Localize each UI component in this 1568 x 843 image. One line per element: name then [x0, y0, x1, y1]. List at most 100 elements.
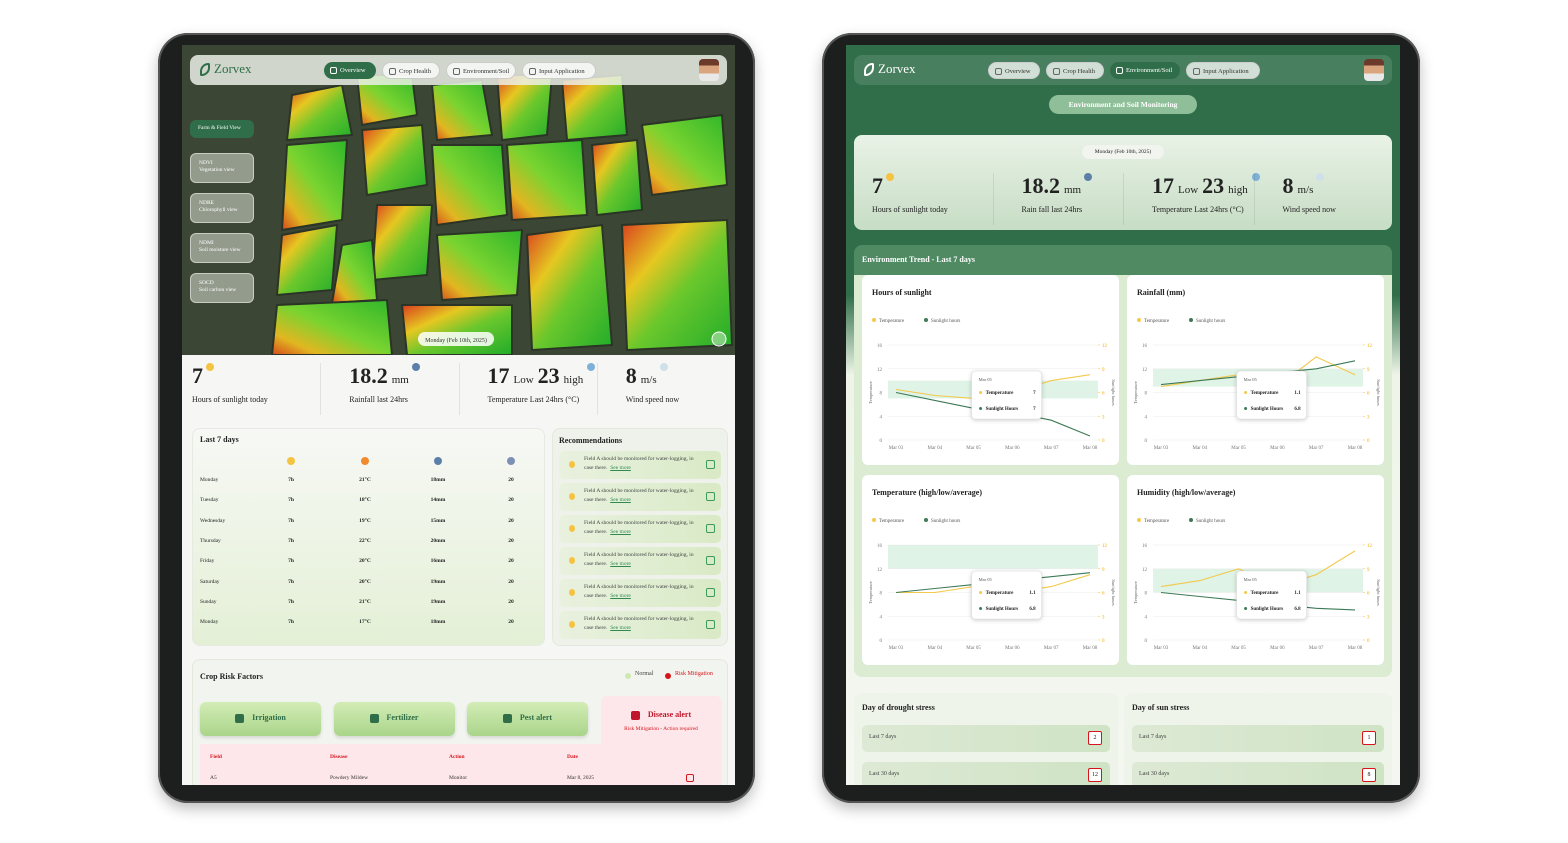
stat-value: 18.2	[349, 363, 388, 388]
map-layer-subtitle: Soil moisture view	[199, 247, 241, 254]
tooltip: Mar 05 Temperature 7 Sunlight Hours 7	[971, 370, 1042, 420]
legend-dot	[1137, 318, 1141, 322]
nav-button[interactable]: Environment/Soil	[446, 62, 516, 79]
stress-panel: Day of sun stress Last 7 days 1 Last 30 day…	[1124, 693, 1392, 785]
day-value: 16mm	[430, 558, 446, 565]
expand-icon[interactable]	[706, 620, 715, 629]
tooltip-dot	[979, 607, 983, 610]
field-map[interactable]: Monday (Feb 10th, 2025)	[182, 45, 735, 355]
recommendation-item: Field A should be monitored for water-lo…	[559, 547, 721, 575]
x-tick-label: Mar 06	[1270, 646, 1285, 651]
row-action[interactable]	[686, 774, 694, 782]
map-layer-button[interactable]: Farm & Field View	[190, 120, 254, 138]
day-label: Friday	[200, 558, 215, 565]
stat-value-row: 18.2 mm	[1022, 173, 1124, 201]
nav-button[interactable]: Crop Health	[382, 62, 440, 79]
top-bar: Zorvex Overview Crop Health Environment/Soi…	[190, 55, 727, 85]
range-band	[888, 545, 1098, 569]
stress-value: 2	[1088, 731, 1102, 745]
see-more-link[interactable]: See more	[610, 592, 631, 599]
day-value: 20	[508, 598, 514, 605]
legend-label: Sunlight hours	[1196, 319, 1225, 324]
nav-icon	[1193, 68, 1200, 75]
stress-label: Last 30 days	[869, 771, 900, 777]
map-date-pill	[418, 332, 494, 346]
y-tick-label: 12	[877, 368, 883, 373]
see-more-link[interactable]: See more	[610, 464, 631, 471]
expand-icon[interactable]	[706, 588, 715, 597]
legend-label: Temperature	[1144, 519, 1170, 524]
tooltip-name: Sunlight Hours	[1251, 407, 1284, 412]
x-tick-label: Mar 04	[928, 646, 943, 651]
map-layer-button[interactable]: SOCD Soil carbon view	[190, 273, 254, 303]
risk-button[interactable]: Pest alert	[467, 702, 588, 736]
y2-tick-label: 12	[1367, 544, 1373, 549]
see-more-link[interactable]: See more	[610, 560, 631, 567]
nav-icon	[1116, 67, 1123, 74]
y-tick-label: 0	[1145, 439, 1148, 444]
nav-button[interactable]: Overview	[324, 62, 376, 79]
risk-button[interactable]: Fertilizer	[333, 702, 455, 736]
risk-icon	[502, 713, 512, 723]
legend-label: Risk Mitigation	[675, 671, 713, 677]
stat-label: Hours of sunlight today	[872, 205, 948, 214]
stat: 7 Hours of sunlight today	[182, 363, 320, 415]
legend-dot	[625, 673, 631, 679]
nav-button[interactable]: Input Application	[522, 62, 596, 79]
bulb-icon	[569, 557, 575, 564]
expand-icon[interactable]	[706, 524, 715, 533]
stat-value-row: 7	[872, 173, 993, 201]
tooltip-dot	[1244, 591, 1248, 594]
map-layer-button[interactable]: NDMI Soil moisture view	[190, 233, 254, 263]
y-tick-label: 12	[877, 568, 883, 573]
nav-button[interactable]: Input Application	[1186, 62, 1260, 79]
expand-icon[interactable]	[706, 492, 715, 501]
tooltip-value: 6.8	[1294, 407, 1301, 412]
stress-row: Last 30 days 8	[1132, 762, 1384, 785]
stress-label: Last 7 days	[1139, 734, 1167, 740]
map-layer-button[interactable]: NDVI Vegetation view	[190, 153, 254, 183]
day-value: 14mm	[430, 497, 446, 504]
map-layer-subtitle: Vegetation view	[199, 167, 235, 174]
day-value: 7h	[288, 598, 294, 605]
nav-label: Environment/Soil	[463, 68, 510, 75]
y-tick-label: 8	[1145, 592, 1148, 597]
map-layer-button[interactable]: NDRE Chlorophyll view	[190, 193, 254, 223]
recommendation-text: Field A should be monitored for water-lo…	[584, 584, 694, 599]
bulb-icon	[569, 621, 575, 628]
day-value: 7h	[288, 619, 294, 626]
logo-icon	[200, 63, 210, 76]
map-layer-subtitle: Soil carbon view	[199, 287, 237, 294]
day-label: Saturday	[200, 578, 220, 585]
expand-icon[interactable]	[706, 460, 715, 469]
legend-dot	[1137, 518, 1141, 522]
risk-label: Irrigation	[252, 713, 286, 722]
bulb-icon	[569, 493, 575, 500]
tooltip-dot	[1244, 407, 1248, 410]
see-more-link[interactable]: See more	[610, 528, 631, 535]
chart: Temperature (high/low/average) Temperatur…	[868, 488, 1116, 651]
see-more-link[interactable]: See more	[610, 496, 631, 503]
risk-button[interactable]: Irrigation	[200, 702, 321, 736]
legend-label: Temperature	[879, 519, 905, 524]
x-tick-label: Mar 08	[1083, 646, 1098, 651]
avatar[interactable]	[1364, 59, 1384, 81]
risk-icon	[369, 713, 379, 723]
nav-icon	[330, 67, 337, 74]
x-tick-label: Mar 06	[1005, 446, 1020, 451]
avatar[interactable]	[699, 59, 719, 81]
y2-tick-label: 3	[1367, 415, 1370, 420]
nav-button[interactable]: Crop Health	[1046, 62, 1104, 79]
expand-icon[interactable]	[706, 556, 715, 565]
y2-tick-label: 9	[1102, 568, 1105, 573]
field-polygon	[435, 228, 524, 302]
risk-label: Disease alert	[647, 710, 692, 719]
column-icon	[287, 457, 295, 465]
nav-button[interactable]: Overview	[988, 62, 1040, 79]
risk-icon	[630, 710, 640, 720]
nav-label: Overview	[340, 67, 366, 74]
see-more-link[interactable]: See more	[610, 624, 631, 631]
stat-value: 8	[1282, 173, 1294, 198]
stat-label: Hours of sunlight today	[192, 395, 268, 404]
nav-button[interactable]: Environment/Soil	[1110, 62, 1180, 79]
